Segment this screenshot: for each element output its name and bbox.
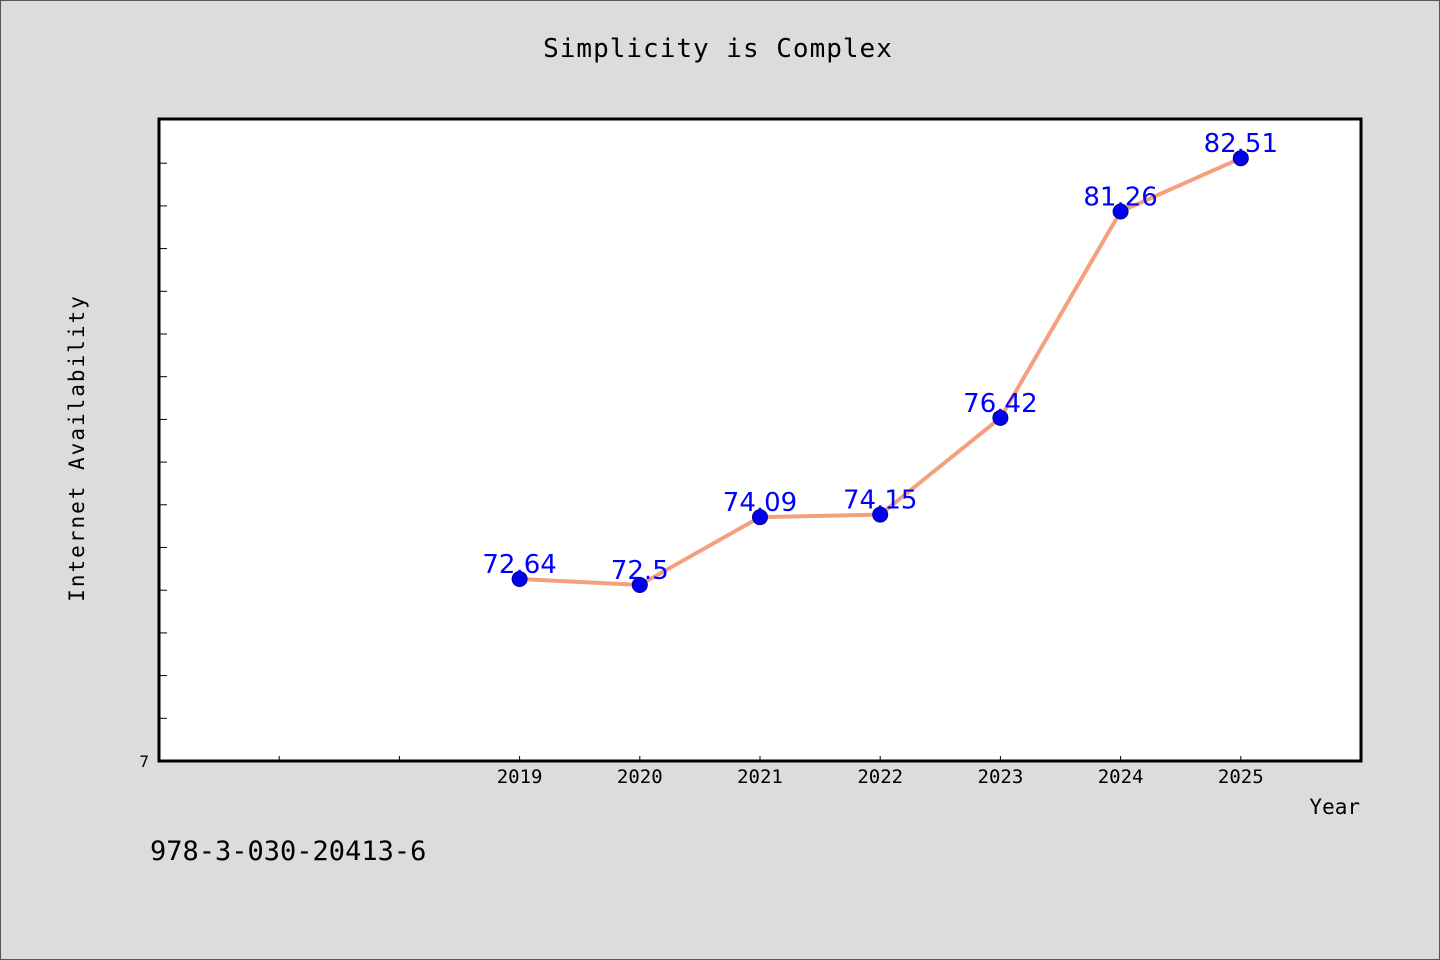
chart-title: Simplicity is Complex <box>543 34 893 64</box>
data-label: 74.09 <box>723 488 797 518</box>
data-point <box>992 409 1009 426</box>
series: 72.64 72.5 74.09 74.15 76.42 81.26 82.51 <box>482 129 1278 593</box>
data-label: 81.26 <box>1083 183 1157 213</box>
x-tick-label: 2020 <box>617 766 663 788</box>
data-point <box>1112 203 1129 220</box>
data-label: 72.5 <box>611 556 669 586</box>
data-point <box>1232 150 1249 167</box>
data-label: 72.64 <box>482 550 556 580</box>
x-tick-label: 2019 <box>497 766 543 788</box>
data-point <box>752 509 768 526</box>
y-axis-ticks <box>159 162 167 719</box>
data-label: 74.15 <box>843 486 917 516</box>
x-tick-label: 2021 <box>737 766 783 788</box>
x-axis-label: Year <box>1309 795 1360 819</box>
x-tick-label: 2025 <box>1218 766 1264 788</box>
x-tick-label: 2022 <box>857 766 903 788</box>
data-point <box>631 576 648 593</box>
data-point <box>872 506 889 523</box>
x-tick-label: 2023 <box>978 766 1024 788</box>
x-tick-label: 2024 <box>1098 766 1144 788</box>
plot-area <box>157 117 1363 763</box>
x-axis-ticks: 2019 2020 2021 2022 2023 2024 2025 <box>278 756 1264 788</box>
y-tick-label: 7 <box>139 752 149 771</box>
data-label: 76.42 <box>963 389 1037 419</box>
isbn-footnote: 978-3-030-20413-6 <box>150 836 427 867</box>
data-label: 82.51 <box>1204 129 1278 159</box>
data-point <box>511 570 528 587</box>
